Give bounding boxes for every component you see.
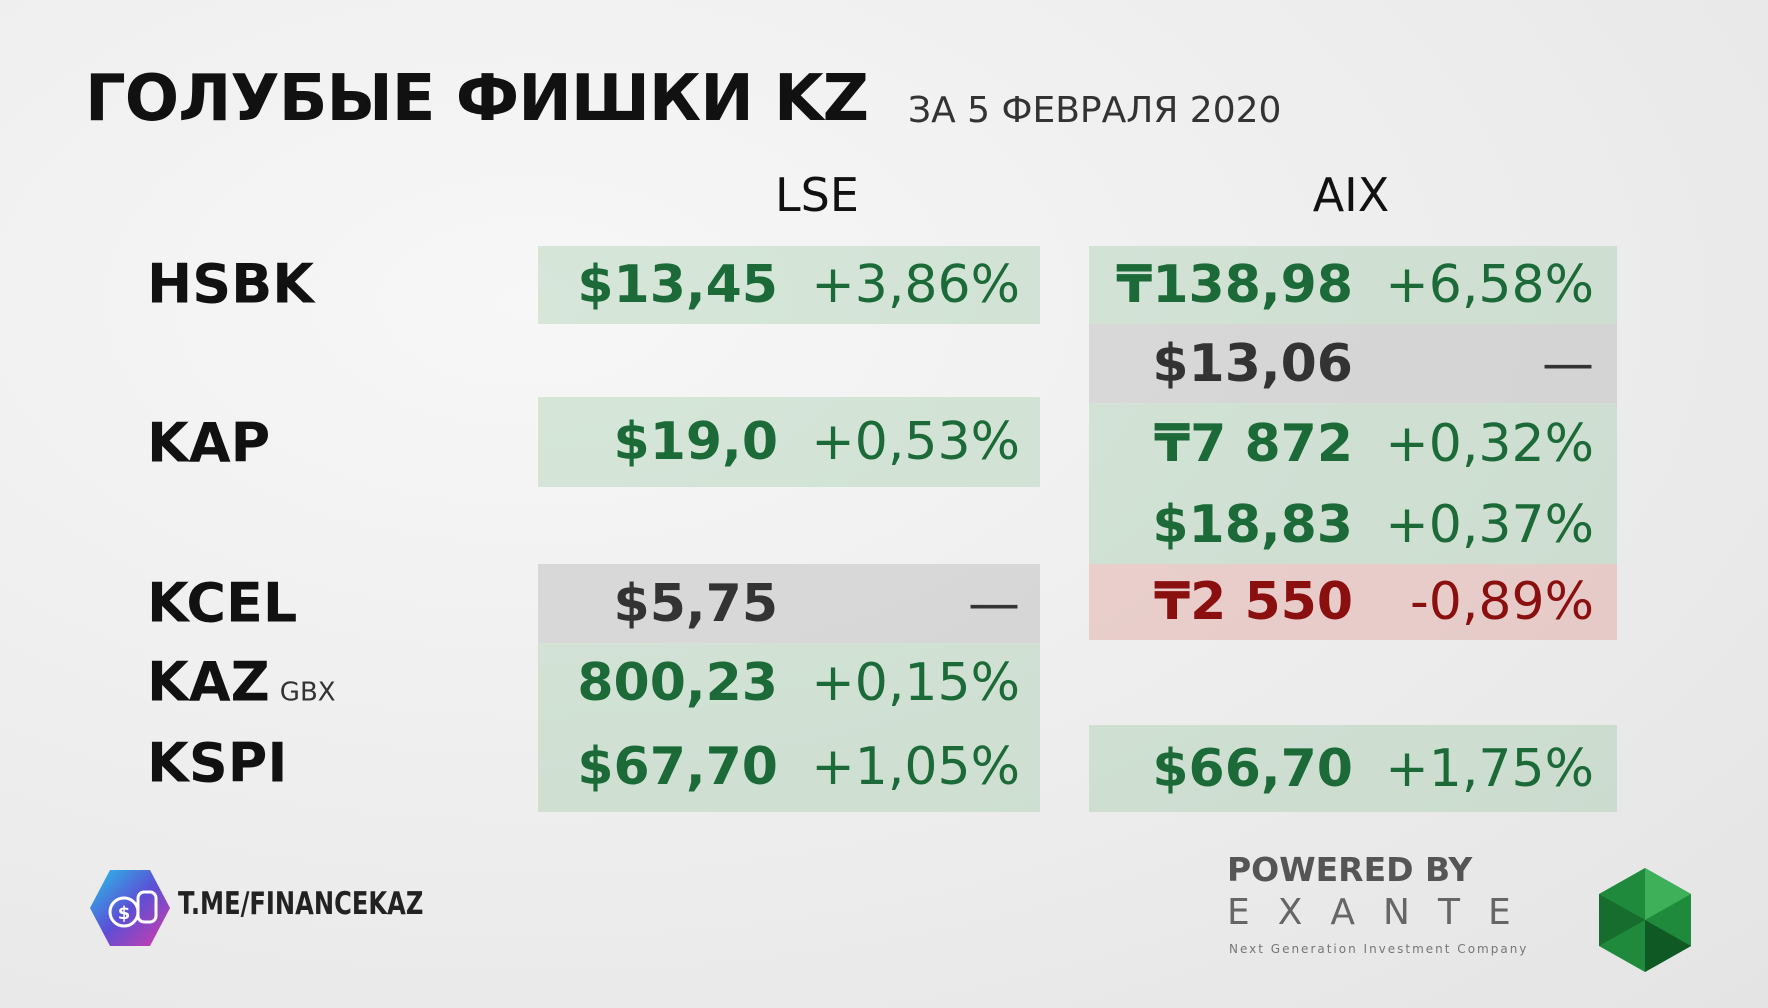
channel-logo: $	[90, 870, 170, 946]
ticker: KSPI	[147, 731, 288, 795]
change: —	[968, 573, 1020, 634]
price: 800,23	[577, 652, 778, 713]
quote-cell: ₸138,98 +6,58%	[1089, 246, 1617, 324]
change: +1,05%	[811, 737, 1020, 797]
change: +0,15%	[811, 652, 1020, 713]
price: $66,70	[1152, 738, 1353, 799]
ticker: HSBK	[147, 252, 315, 316]
quote-cell: ₸2 550 -0,89%	[1089, 564, 1617, 640]
price: ₸138,98	[1116, 255, 1353, 315]
channel-link: T.ME/FINANCEKAZ	[178, 886, 424, 922]
quote-cell: $13,45 +3,86%	[538, 246, 1040, 324]
quote-cell: $18,83 +0,37%	[1089, 485, 1617, 564]
brand-tagline: Next Generation Investment Company	[1229, 942, 1529, 956]
price: $13,06	[1152, 333, 1353, 394]
price: $19,0	[613, 412, 778, 472]
price: $67,70	[577, 737, 778, 797]
powered-by: POWERED BY	[1227, 850, 1473, 889]
price: $13,45	[577, 255, 778, 315]
price: $18,83	[1152, 494, 1353, 555]
quote-cell: $66,70 +1,75%	[1089, 725, 1617, 812]
ticker-row: KAZ GBX	[147, 651, 336, 714]
quote-cell: $19,0 +0,53%	[538, 397, 1040, 487]
column-header: LSE	[775, 168, 859, 222]
unit: GBX	[279, 677, 336, 708]
svg-text:$: $	[118, 903, 131, 924]
quote-cell: ₸7 872 +0,32%	[1089, 403, 1617, 485]
change: +0,32%	[1385, 414, 1594, 474]
ticker: KAZ	[147, 650, 270, 714]
change: +0,37%	[1385, 494, 1594, 555]
price: $5,75	[613, 573, 778, 634]
change: —	[1542, 333, 1594, 394]
change: +1,75%	[1385, 738, 1594, 799]
brand: EXANTE	[1227, 892, 1539, 933]
title: ГОЛУБЫЕ ФИШКИ KZ	[85, 62, 869, 136]
price: ₸7 872	[1153, 414, 1353, 474]
change: +6,58%	[1385, 255, 1594, 315]
quote-cell: $5,75 —	[538, 564, 1040, 643]
column-header: AIX	[1312, 168, 1390, 222]
ticker: KAP	[147, 411, 271, 475]
quote-cell: 800,23 +0,15%	[538, 643, 1040, 722]
quote-cell: $67,70 +1,05%	[538, 722, 1040, 812]
brand-logo	[1599, 868, 1691, 972]
price: ₸2 550	[1153, 572, 1353, 632]
change: +3,86%	[811, 255, 1020, 315]
subtitle: ЗА 5 ФЕВРАЛЯ 2020	[908, 90, 1282, 131]
ticker: KCEL	[147, 571, 298, 635]
change: +0,53%	[811, 412, 1020, 472]
change: -0,89%	[1410, 572, 1594, 632]
quote-cell: $13,06 —	[1089, 324, 1617, 403]
